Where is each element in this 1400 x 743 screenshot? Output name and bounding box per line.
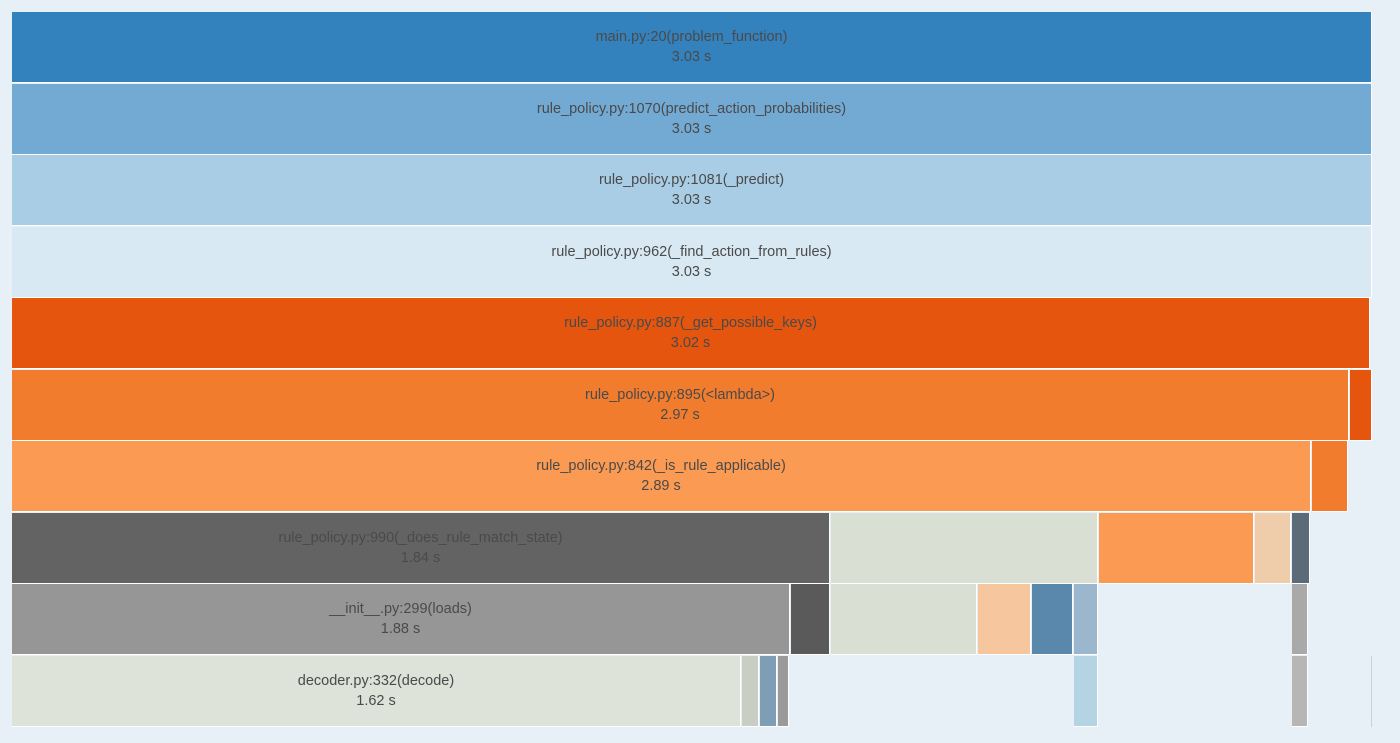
frame-block[interactable]: rule_policy.py:887(_get_possible_keys) 3.…	[12, 298, 1370, 369]
frame-block-unlabeled[interactable]	[742, 656, 759, 727]
frame-block[interactable]: rule_policy.py:895(<lambda>) 2.97 s	[12, 370, 1349, 441]
frame-block[interactable]: decoder.py:332(decode) 1.62 s	[12, 656, 741, 727]
frame-time: 1.62 s	[356, 693, 396, 709]
frame-block[interactable]: __init__.py:299(loads) 1.88 s	[12, 584, 790, 655]
frame-label: rule_policy.py:1070(predict_action_proba…	[12, 99, 1371, 139]
frame-block-unlabeled[interactable]	[778, 656, 789, 727]
frame-block-unlabeled[interactable]	[1292, 584, 1308, 655]
frame-block-unlabeled[interactable]	[831, 584, 977, 655]
frame-label: decoder.py:332(decode) 1.62 s	[12, 671, 740, 711]
frame-block-unlabeled[interactable]	[1312, 441, 1348, 512]
frame-block[interactable]: rule_policy.py:1081(_predict) 3.03 s	[12, 155, 1372, 226]
frame-label: rule_policy.py:990(_does_rule_match_stat…	[12, 528, 829, 568]
frame-time: 3.03 s	[671, 121, 712, 137]
frame-time: 1.88 s	[380, 621, 421, 637]
frame-label: rule_policy.py:842(_is_rule_applicable) 2…	[12, 456, 1310, 496]
frame-name: rule_policy.py:1081(_predict)	[598, 172, 785, 188]
frame-block-unlabeled[interactable]	[1292, 513, 1310, 584]
frame-block-unlabeled[interactable]	[1255, 513, 1291, 584]
frame-time: 3.03 s	[671, 49, 712, 65]
frame-block-unlabeled[interactable]	[1074, 656, 1098, 727]
frame-block-unlabeled[interactable]	[978, 584, 1031, 655]
frame-name: main.py:20(problem_function)	[595, 29, 788, 45]
right-edge-line	[1371, 656, 1372, 727]
frame-name: rule_policy.py:895(<lambda>)	[585, 387, 775, 403]
frame-time: 3.02 s	[670, 335, 711, 351]
frame-name: decoder.py:332(decode)	[297, 673, 455, 689]
frame-block-unlabeled[interactable]	[1074, 584, 1098, 655]
frame-block[interactable]: rule_policy.py:990(_does_rule_match_stat…	[12, 513, 830, 584]
frame-time: 3.03 s	[671, 264, 712, 280]
frame-time: 2.89 s	[641, 478, 681, 494]
frame-block-unlabeled[interactable]	[1292, 656, 1308, 727]
frame-time: 2.97 s	[660, 407, 700, 423]
frame-block-unlabeled[interactable]	[831, 513, 1098, 584]
frame-time: 1.84 s	[400, 550, 441, 566]
frame-name: rule_policy.py:962(_find_action_from_rul…	[551, 244, 832, 260]
frame-label: rule_policy.py:962(_find_action_from_rul…	[12, 242, 1371, 282]
frame-block[interactable]: rule_policy.py:842(_is_rule_applicable) 2…	[12, 441, 1311, 512]
frame-label: main.py:20(problem_function) 3.03 s	[12, 27, 1371, 67]
frame-name: rule_policy.py:990(_does_rule_match_stat…	[278, 530, 563, 546]
frame-time: 3.03 s	[671, 192, 712, 208]
frame-name: rule_policy.py:887(_get_possible_keys)	[564, 315, 817, 331]
frame-block-unlabeled[interactable]	[1099, 513, 1254, 584]
frame-name: __init__.py:299(loads)	[329, 601, 472, 617]
frame-name: rule_policy.py:842(_is_rule_applicable)	[536, 458, 786, 474]
frame-block[interactable]: rule_policy.py:1070(predict_action_proba…	[12, 84, 1372, 155]
frame-label: rule_policy.py:1081(_predict) 3.03 s	[12, 170, 1371, 210]
frame-block-unlabeled[interactable]	[791, 584, 830, 655]
frame-block[interactable]: main.py:20(problem_function) 3.03 s	[12, 12, 1372, 83]
frame-block-unlabeled[interactable]	[760, 656, 777, 727]
frame-label: rule_policy.py:895(<lambda>) 2.97 s	[12, 385, 1348, 425]
frame-name: rule_policy.py:1070(predict_action_proba…	[536, 101, 847, 117]
frame-block-unlabeled[interactable]	[1032, 584, 1073, 655]
frame-label: rule_policy.py:887(_get_possible_keys) 3.…	[12, 313, 1369, 353]
frame-label: __init__.py:299(loads) 1.88 s	[12, 599, 789, 639]
frame-block[interactable]: rule_policy.py:962(_find_action_from_rul…	[12, 227, 1372, 298]
frame-block-unlabeled[interactable]	[1350, 370, 1372, 441]
